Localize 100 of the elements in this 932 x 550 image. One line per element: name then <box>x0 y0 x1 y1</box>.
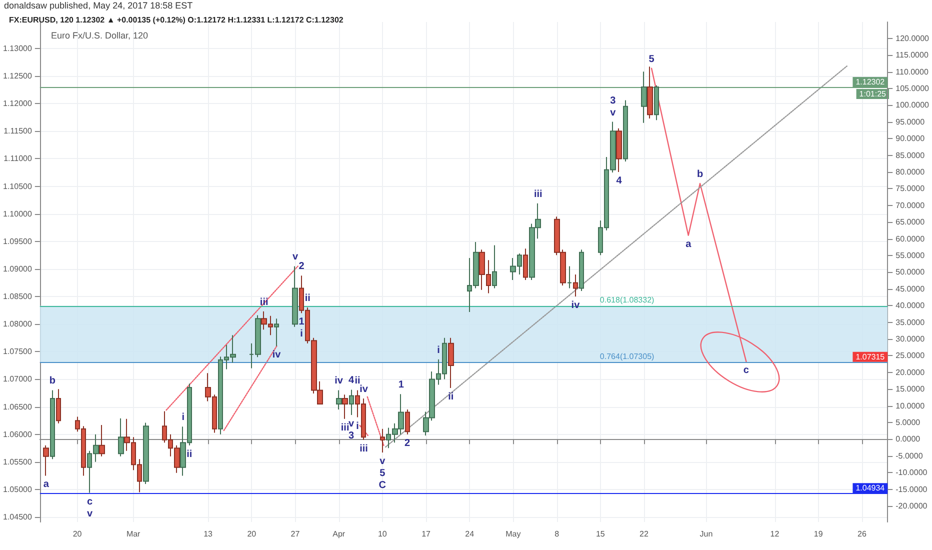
y2-tick-label: 45.0000 <box>896 284 926 294</box>
annotation: 1 <box>398 380 404 391</box>
annotation: c <box>86 496 93 508</box>
annotation: b <box>49 376 56 387</box>
annotation: 3 <box>348 430 355 442</box>
y-tick-label: 1.09500 <box>2 236 32 246</box>
annotation: iii <box>340 422 350 434</box>
candlestick <box>118 418 124 457</box>
y2-tick-label: 65.0000 <box>896 218 926 227</box>
annotation: 2 <box>404 438 411 449</box>
x-tick-label: 27 <box>290 530 300 538</box>
annotation: i <box>300 328 304 340</box>
y-tick-label: 1.10500 <box>2 182 32 191</box>
annotation: iv <box>334 376 344 387</box>
annotation: 5 <box>380 468 386 480</box>
annotation: 1 <box>298 316 305 328</box>
x-tick-label: 22 <box>640 530 649 538</box>
y2-tick-label: 75.0000 <box>896 184 926 194</box>
y-tick-label: 1.09000 <box>2 264 32 274</box>
candlestick <box>143 422 149 484</box>
candlestick <box>99 424 105 457</box>
y2-tick-label: 85.0000 <box>896 150 926 160</box>
x-tick-label: 12 <box>770 530 780 538</box>
y2-tick-label: 5.0000 <box>896 418 921 427</box>
y-tick-label: 1.07500 <box>2 347 32 356</box>
y-tick-label: 1.08500 <box>2 292 32 302</box>
ref-line-label: 0.618(1.08332) <box>600 295 655 304</box>
x-tick-label: 8 <box>554 530 560 538</box>
annotation: v <box>380 456 386 468</box>
annotation: C <box>378 480 386 492</box>
x-tick-label: 24 <box>465 530 475 538</box>
annotation: 1:01:25 <box>859 89 887 98</box>
x-tick-label: 17 <box>422 530 432 538</box>
y2-tick-label: 115.0000 <box>896 50 929 60</box>
annotation: ii <box>354 376 361 387</box>
annotation: v <box>348 418 355 430</box>
candlestick <box>448 337 454 389</box>
y2-tick-label: 110.0000 <box>896 67 929 76</box>
x-tick-label: 26 <box>857 530 867 538</box>
annotation: c <box>743 365 750 376</box>
y2-tick-label: -5.0000 <box>896 451 924 460</box>
annotation: iv <box>272 350 282 361</box>
annotation: 3 <box>610 95 616 106</box>
candlestick <box>623 100 628 162</box>
y-tick-label: 1.08000 <box>2 320 32 329</box>
annotation: v <box>292 252 298 263</box>
y2-tick-label: 100.0000 <box>896 100 930 110</box>
y-tick-label: 1.11000 <box>4 154 32 164</box>
text: donaldsaw published, May 24, 2017 18:58 EST <box>4 0 194 10</box>
candlestick <box>43 444 49 476</box>
y-tick-label: 1.12500 <box>2 72 32 81</box>
y-tick-label: 1.04500 <box>2 512 32 522</box>
candlestick <box>573 274 578 298</box>
candlestick <box>567 266 572 289</box>
candlestick <box>492 244 497 289</box>
y2-tick-label: -20.0000 <box>896 501 928 510</box>
annotation: i <box>356 420 360 432</box>
annotation: v <box>86 508 93 520</box>
y2-tick-label: 105.0000 <box>896 84 930 93</box>
y2-tick-label: 50.0000 <box>896 268 926 277</box>
annotation: iv <box>360 384 368 396</box>
y2-tick-label: -10.0000 <box>896 468 928 478</box>
annotation: iii <box>534 188 542 200</box>
annotation: ii <box>304 293 311 304</box>
y-tick-label: 1.05000 <box>2 484 32 494</box>
y-tick-label: 1.06500 <box>2 402 32 412</box>
annotation: a <box>43 479 50 490</box>
annotation: a <box>686 238 692 250</box>
y2-tick-label: 70.0000 <box>896 200 926 210</box>
annotation: v <box>610 107 616 118</box>
y2-tick-label: 40.0000 <box>896 301 926 310</box>
x-tick-label: Jun <box>700 530 713 538</box>
candlestick <box>405 409 410 435</box>
y-tick-label: 1.07000 <box>2 374 32 384</box>
y2-tick-label: 90.0000 <box>896 134 926 144</box>
annotation: 2 <box>298 261 305 272</box>
x-tick-label: 10 <box>378 530 388 538</box>
annotation: iii <box>360 443 368 454</box>
chart-subtitle: FX:EURUSD, 120 1.12302 ▲ +0.00135 (+0.12%) O:1.12172 H:1.12331 L:1.12172 C:1.12302 <box>9 16 344 24</box>
y-tick-label: 1.05500 <box>2 457 32 466</box>
annotation: 4 <box>616 175 622 186</box>
y-tick-label: 1.12000 <box>2 99 32 108</box>
ref-line-label: 0.764(1.07305) <box>600 352 655 361</box>
candlestick <box>349 389 354 416</box>
candlestick <box>50 390 55 460</box>
candlestick <box>647 66 653 119</box>
x-tick-label: 20 <box>72 530 82 538</box>
y-tick-label: 1.11500 <box>4 126 32 136</box>
x-tick-label: Apr <box>332 530 346 538</box>
y-tick-label: 1.13000 <box>2 44 32 53</box>
annotation: ii <box>186 448 192 460</box>
y2-tick-label: 15.0000 <box>896 384 926 394</box>
annotation: i <box>437 344 440 356</box>
y-tick-label: 1.10000 <box>2 209 32 218</box>
annotation: b <box>696 169 704 180</box>
candlestick <box>616 128 622 172</box>
candlestick <box>292 266 298 328</box>
y2-tick-label: 35.0000 <box>896 318 926 327</box>
y2-tick-label: -15.0000 <box>896 484 928 494</box>
y2-tick-label: 55.0000 <box>896 250 926 260</box>
